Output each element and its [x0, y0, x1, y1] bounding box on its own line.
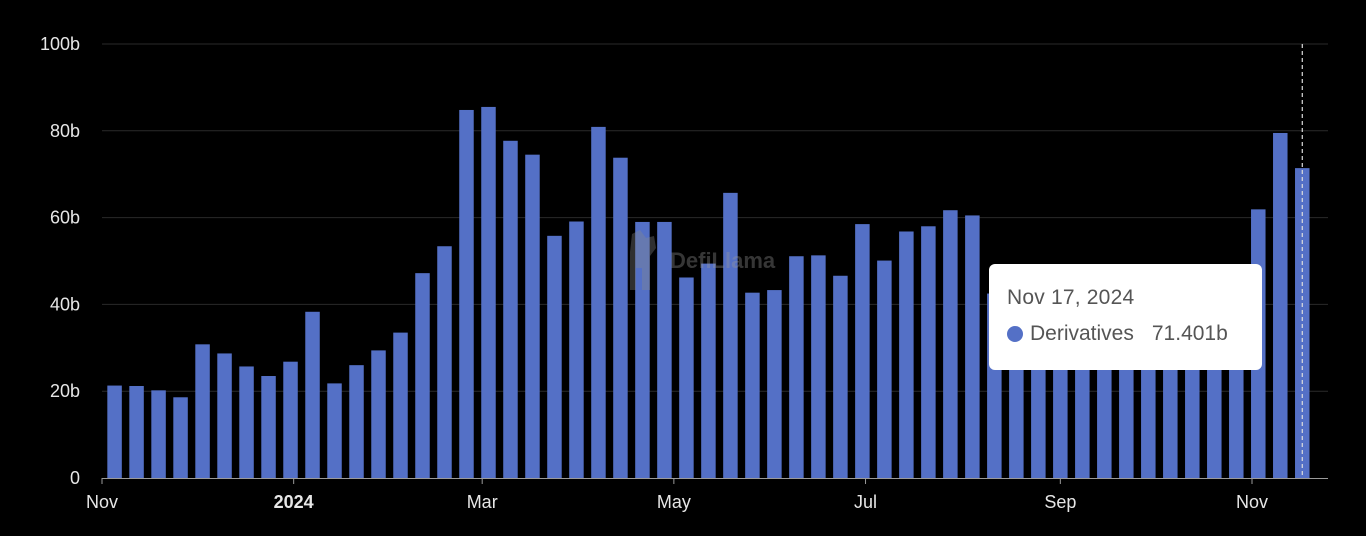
x-tick-label: Jul: [854, 492, 877, 512]
bar[interactable]: [305, 311, 320, 478]
x-tick-label: Sep: [1044, 492, 1076, 512]
bar[interactable]: [195, 344, 210, 478]
bar[interactable]: [921, 226, 936, 478]
bar[interactable]: [1273, 132, 1288, 478]
axes: 0 20b 40b 60b 80b 100b Nov 2024 Mar May Jul Sep Nov: [40, 34, 1328, 512]
bar[interactable]: [503, 140, 518, 478]
bar[interactable]: [789, 256, 804, 478]
bar[interactable]: [547, 235, 562, 478]
bar[interactable]: [877, 260, 892, 478]
bar[interactable]: [723, 192, 738, 479]
bar[interactable]: [943, 210, 958, 478]
bar[interactable]: [327, 383, 342, 478]
llama-logo-icon: [630, 230, 656, 290]
series-dot-icon: [1007, 326, 1023, 342]
y-tick-label: 20b: [50, 381, 80, 401]
y-tick-label: 80b: [50, 121, 80, 141]
bar[interactable]: [811, 255, 826, 478]
y-tick-label: 0: [70, 468, 80, 488]
bar[interactable]: [635, 221, 650, 478]
x-tick-label: May: [657, 492, 691, 512]
bar[interactable]: [415, 273, 430, 478]
bar[interactable]: [591, 126, 606, 478]
bar[interactable]: [679, 277, 694, 478]
y-tick-label: 60b: [50, 208, 80, 228]
bar[interactable]: [283, 361, 298, 478]
y-tick-label: 100b: [40, 34, 80, 54]
tooltip-value: 71.401b: [1151, 322, 1228, 345]
x-tick-label: 2024: [274, 492, 314, 512]
bar[interactable]: [899, 231, 914, 478]
bar[interactable]: [393, 332, 408, 478]
bar[interactable]: [239, 366, 254, 478]
bar[interactable]: [437, 246, 452, 478]
x-tick-label: Mar: [467, 492, 498, 512]
bar[interactable]: [833, 275, 848, 478]
bar[interactable]: [855, 224, 870, 478]
bar[interactable]: [965, 215, 980, 478]
x-tick-label: Nov: [1236, 492, 1268, 512]
bar[interactable]: [481, 106, 496, 479]
bar[interactable]: [349, 365, 364, 478]
bar[interactable]: [129, 385, 144, 478]
bar[interactable]: [701, 263, 716, 478]
bar[interactable]: [217, 353, 232, 478]
bar[interactable]: [745, 292, 760, 478]
bar[interactable]: [107, 385, 122, 478]
x-tick-label: Nov: [86, 492, 118, 512]
bar[interactable]: [525, 154, 540, 479]
bar[interactable]: [767, 290, 782, 478]
bar[interactable]: [613, 157, 628, 478]
tooltip-date: Nov 17, 2024: [1007, 286, 1135, 309]
bar[interactable]: [261, 376, 276, 478]
watermark-text: DefiLlama: [670, 248, 776, 273]
bar[interactable]: [173, 397, 188, 478]
bar[interactable]: [151, 390, 166, 478]
y-tick-label: 40b: [50, 294, 80, 314]
defillama-watermark: DefiLlama: [626, 228, 775, 294]
bar[interactable]: [569, 221, 584, 478]
tooltip-row: Derivatives 71.401b: [1007, 322, 1244, 346]
bar[interactable]: [1295, 168, 1310, 478]
bar[interactable]: [657, 221, 672, 478]
bar[interactable]: [459, 109, 474, 478]
tooltip-series-name: Derivatives: [1030, 322, 1134, 345]
bar[interactable]: [371, 350, 386, 478]
chart-tooltip: Nov 17, 2024 Derivatives 71.401b: [989, 264, 1262, 370]
bars[interactable]: [107, 106, 1310, 479]
